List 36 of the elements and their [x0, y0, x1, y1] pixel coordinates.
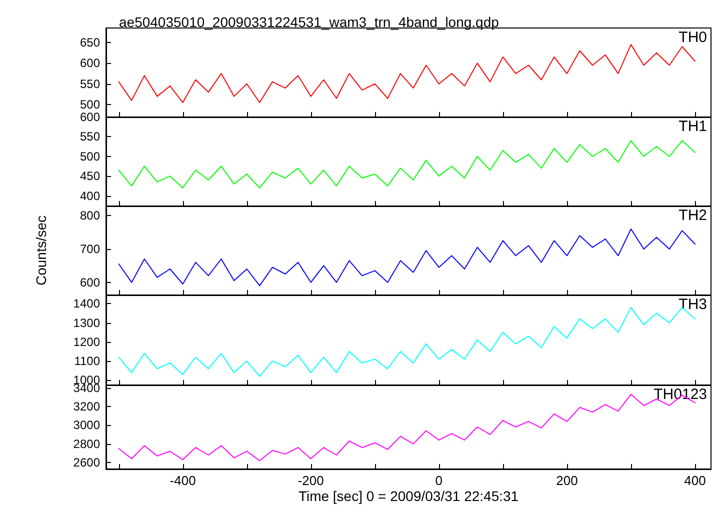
y-tick-label: 1100: [74, 354, 100, 368]
line-series: [118, 44, 696, 104]
series-label: TH2: [678, 207, 708, 224]
series-label: TH0123: [654, 386, 708, 403]
y-tick-label: 700: [80, 242, 100, 256]
chart-title: ae504035010_20090331224531_wam3_trn_4band_long.qdp: [119, 14, 500, 30]
y-tick-label: 650: [80, 35, 100, 50]
y-tick-label: 500: [80, 98, 100, 112]
y-tick-label: 1400: [73, 296, 100, 311]
y-tick-label: 550: [80, 130, 100, 144]
y-tick-label: 450: [80, 169, 100, 184]
x-tick-label: -400: [170, 473, 196, 488]
y-tick-label: 2800: [73, 436, 100, 451]
x-tick-label: 400: [684, 473, 706, 488]
x-axis-title: Time [sec] 0 = 2009/03/31 22:45:31: [298, 488, 519, 504]
y-tick-label: 3000: [73, 418, 100, 432]
y-tick-label: 600: [80, 275, 100, 290]
y-tick-label: 550: [80, 76, 100, 91]
y-tick-label: 800: [80, 208, 100, 223]
y-tick-label: 2600: [73, 455, 100, 470]
y-tick-label: 1300: [73, 316, 100, 330]
x-tick-label: 200: [556, 473, 578, 488]
y-tick-label: 600: [80, 56, 100, 70]
y-tick-label: 600: [80, 110, 100, 124]
line-series: [118, 228, 696, 286]
line-series: [118, 140, 696, 188]
y-tick-label: 1200: [73, 334, 100, 349]
series-label: TH1: [678, 118, 708, 135]
y-tick-label: 500: [80, 149, 100, 164]
y-tick-label: 3200: [73, 399, 100, 414]
series-label: TH0: [678, 29, 708, 46]
y-tick-label: 400: [80, 188, 100, 203]
x-tick-label: 0: [435, 473, 443, 488]
series-label: TH3: [678, 296, 708, 313]
x-tick-label: -200: [298, 473, 324, 488]
y-axis-title: Counts/sec: [33, 215, 49, 286]
